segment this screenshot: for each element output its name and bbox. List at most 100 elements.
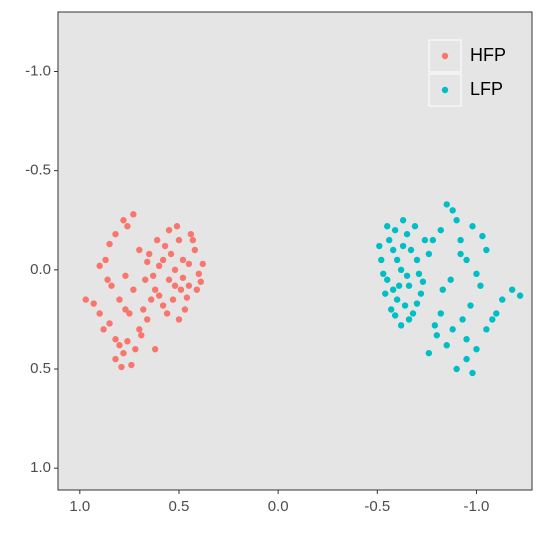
point bbox=[443, 201, 450, 208]
point bbox=[457, 250, 464, 258]
point bbox=[185, 282, 193, 289]
point bbox=[493, 310, 500, 317]
point bbox=[112, 336, 119, 343]
point bbox=[136, 326, 143, 333]
point bbox=[144, 316, 151, 323]
point bbox=[191, 246, 199, 254]
point bbox=[453, 217, 460, 224]
point bbox=[82, 296, 89, 303]
legend-label: LFP bbox=[470, 79, 503, 99]
point bbox=[179, 274, 187, 281]
point bbox=[467, 302, 474, 309]
point bbox=[100, 326, 107, 333]
x-tick-label: -0.5 bbox=[364, 498, 390, 515]
point bbox=[483, 326, 490, 333]
point bbox=[104, 276, 111, 283]
point bbox=[165, 226, 173, 234]
y-tick-label: 1.0 bbox=[30, 459, 51, 476]
point bbox=[437, 226, 444, 234]
point bbox=[169, 296, 177, 303]
point bbox=[167, 250, 175, 258]
y-tick-label: 0.0 bbox=[30, 261, 51, 278]
point bbox=[106, 240, 113, 248]
point bbox=[376, 242, 383, 250]
point bbox=[395, 282, 403, 289]
point bbox=[90, 300, 97, 307]
point bbox=[479, 232, 486, 240]
point bbox=[459, 316, 466, 323]
point bbox=[469, 223, 476, 230]
point bbox=[429, 236, 437, 244]
point bbox=[384, 223, 391, 230]
point bbox=[146, 250, 153, 258]
point bbox=[124, 223, 131, 230]
point bbox=[132, 345, 139, 353]
point bbox=[151, 345, 159, 353]
point bbox=[469, 369, 476, 377]
point bbox=[411, 223, 419, 230]
point bbox=[417, 290, 425, 297]
point bbox=[116, 342, 123, 349]
point bbox=[457, 236, 464, 244]
point bbox=[384, 276, 391, 283]
x-tick-label: 0.5 bbox=[169, 498, 190, 515]
point bbox=[473, 270, 480, 278]
point bbox=[397, 266, 405, 274]
point bbox=[409, 310, 417, 317]
point bbox=[413, 300, 421, 307]
point bbox=[387, 306, 395, 313]
point bbox=[165, 276, 173, 283]
point bbox=[136, 246, 143, 254]
point bbox=[122, 306, 129, 313]
point bbox=[112, 355, 119, 363]
point bbox=[151, 286, 159, 293]
point bbox=[96, 262, 103, 270]
point bbox=[447, 276, 454, 283]
point bbox=[183, 294, 191, 301]
point bbox=[116, 296, 123, 303]
point bbox=[193, 286, 201, 293]
point bbox=[413, 256, 421, 264]
point bbox=[393, 256, 401, 264]
point bbox=[120, 349, 127, 357]
point bbox=[130, 211, 137, 218]
point bbox=[463, 256, 470, 264]
point bbox=[463, 355, 470, 363]
point bbox=[155, 262, 163, 270]
point bbox=[389, 246, 397, 254]
point bbox=[463, 336, 470, 343]
point bbox=[433, 332, 441, 339]
point bbox=[120, 217, 127, 224]
point bbox=[405, 316, 413, 323]
x-tick-label: -1.0 bbox=[464, 498, 490, 515]
point bbox=[419, 278, 427, 285]
point bbox=[508, 286, 516, 293]
point bbox=[171, 266, 179, 274]
point bbox=[425, 349, 433, 357]
point bbox=[405, 282, 413, 289]
point bbox=[102, 256, 109, 264]
point bbox=[175, 316, 183, 323]
point bbox=[149, 272, 157, 279]
point bbox=[431, 322, 439, 329]
point bbox=[386, 236, 393, 244]
point bbox=[189, 236, 197, 244]
legend-key bbox=[441, 52, 449, 60]
point bbox=[161, 242, 169, 250]
point bbox=[499, 296, 506, 303]
point bbox=[159, 302, 167, 309]
point bbox=[185, 260, 193, 268]
point bbox=[443, 342, 450, 349]
point bbox=[399, 242, 407, 250]
point bbox=[130, 286, 137, 293]
point bbox=[142, 276, 149, 283]
point bbox=[391, 312, 399, 319]
point bbox=[199, 260, 206, 268]
y-tick-label: -1.0 bbox=[25, 62, 51, 79]
point bbox=[106, 320, 113, 327]
point bbox=[399, 217, 407, 224]
point bbox=[163, 310, 171, 317]
y-tick-label: 0.5 bbox=[30, 360, 51, 377]
point bbox=[181, 306, 189, 313]
